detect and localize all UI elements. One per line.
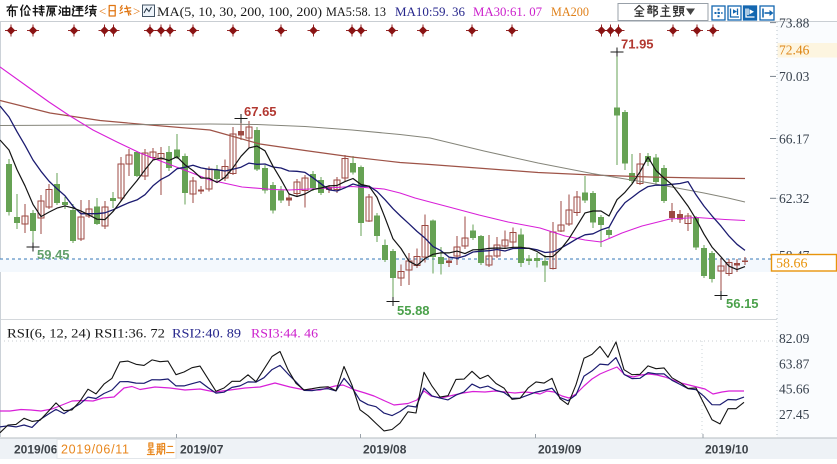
svg-text:RSI(6, 12, 24) RSI1:36. 72: RSI(6, 12, 24) RSI1:36. 72 [7,326,165,341]
svg-text:2019/08: 2019/08 [363,443,407,457]
svg-text:73.88: 73.88 [779,15,810,30]
svg-text:55.88: 55.88 [397,303,430,318]
svg-text:MA5:58. 13: MA5:58. 13 [326,4,386,19]
svg-text:2019/06/11: 2019/06/11 [61,443,130,457]
svg-text:RSI3:44. 46: RSI3:44. 46 [251,326,319,341]
svg-text:58.66: 58.66 [776,257,808,272]
svg-text:2019/07: 2019/07 [180,443,224,457]
svg-text:MA(5, 10, 30, 200, 100, 200): MA(5, 10, 30, 200, 100, 200) [157,4,322,19]
svg-text:2019/10: 2019/10 [705,443,749,457]
svg-text:MA200: MA200 [551,4,589,19]
svg-text:66.17: 66.17 [779,131,810,146]
svg-text:2019/09: 2019/09 [538,443,582,457]
svg-text:56.15: 56.15 [726,296,759,311]
svg-text:63.87: 63.87 [779,356,810,371]
svg-text:2019/06: 2019/06 [14,443,58,457]
svg-text:72.46: 72.46 [779,43,810,58]
svg-text:RSI2:40. 89: RSI2:40. 89 [172,326,241,341]
svg-text:62.32: 62.32 [779,191,809,206]
svg-text:70.03: 70.03 [779,69,810,84]
svg-text:59.45: 59.45 [37,247,70,262]
svg-text:45.66: 45.66 [779,382,810,397]
svg-text:MA30:61. 07: MA30:61. 07 [473,4,542,19]
svg-text:27.45: 27.45 [779,407,810,422]
svg-text:67.65: 67.65 [244,104,277,119]
svg-text:MA10:59. 36: MA10:59. 36 [395,4,465,19]
svg-text:82.09: 82.09 [779,331,810,346]
svg-text:>: > [133,4,140,19]
svg-text:<: < [99,4,106,19]
svg-text:71.95: 71.95 [621,37,654,52]
